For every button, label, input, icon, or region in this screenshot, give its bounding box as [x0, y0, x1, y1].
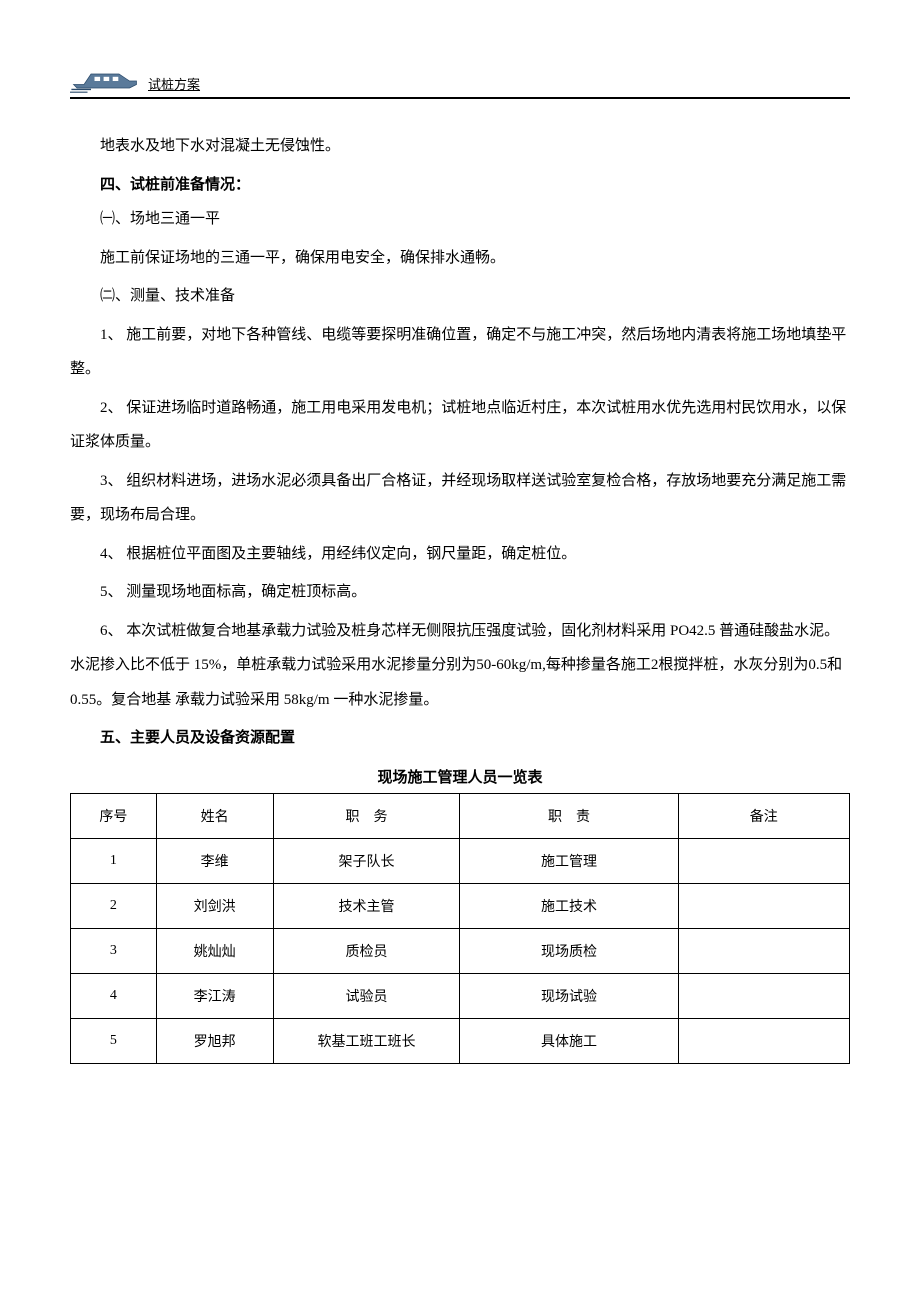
th-position: 职 务 — [273, 793, 460, 838]
cell-num: 2 — [71, 883, 157, 928]
table-row: 5 罗旭邦 软基工班工班长 具体施工 — [71, 1018, 850, 1063]
table-row: 1 李维 架子队长 施工管理 — [71, 838, 850, 883]
th-name: 姓名 — [156, 793, 273, 838]
cell-duty: 现场试验 — [460, 973, 678, 1018]
th-duty: 职 责 — [460, 793, 678, 838]
cell-num: 4 — [71, 973, 157, 1018]
cell-num: 5 — [71, 1018, 157, 1063]
header-title: 试桩方案 — [148, 74, 200, 95]
cell-position: 质检员 — [273, 928, 460, 973]
cell-position: 软基工班工班长 — [273, 1018, 460, 1063]
cell-position: 技术主管 — [273, 883, 460, 928]
cell-duty: 现场质检 — [460, 928, 678, 973]
cell-position: 试验员 — [273, 973, 460, 1018]
cell-note — [678, 973, 849, 1018]
cell-name: 罗旭邦 — [156, 1018, 273, 1063]
cell-name: 姚灿灿 — [156, 928, 273, 973]
th-num: 序号 — [71, 793, 157, 838]
personnel-table: 序号 姓名 职 务 职 责 备注 1 李维 架子队长 施工管理 2 刘剑洪 技术… — [70, 793, 850, 1064]
section-4-1-body: 施工前保证场地的三通一平，确保用电安全，确保排水通畅。 — [70, 241, 850, 276]
section-4-title: 四、试桩前准备情况： — [70, 168, 850, 203]
cell-num: 3 — [71, 928, 157, 973]
section-4-2-title: ㈡、测量、技术准备 — [70, 279, 850, 314]
cell-note — [678, 883, 849, 928]
train-logo — [70, 60, 140, 95]
table-header-row: 序号 姓名 职 务 职 责 备注 — [71, 793, 850, 838]
cell-name: 李江涛 — [156, 973, 273, 1018]
cell-num: 1 — [71, 838, 157, 883]
table-row: 3 姚灿灿 质检员 现场质检 — [71, 928, 850, 973]
cell-name: 刘剑洪 — [156, 883, 273, 928]
section-4-1-title: ㈠、场地三通一平 — [70, 202, 850, 237]
item-4: 4、 根据桩位平面图及主要轴线，用经纬仪定向，钢尺量距，确定桩位。 — [70, 537, 850, 572]
item-6: 6、 本次试桩做复合地基承载力试验及桩身芯样无侧限抗压强度试验，固化剂材料采用 … — [70, 614, 850, 718]
page-header: 试桩方案 — [70, 60, 850, 99]
table-row: 2 刘剑洪 技术主管 施工技术 — [71, 883, 850, 928]
table-row: 4 李江涛 试验员 现场试验 — [71, 973, 850, 1018]
section-5-title: 五、主要人员及设备资源配置 — [70, 721, 850, 756]
table-title: 现场施工管理人员一览表 — [70, 766, 850, 787]
item-5: 5、 测量现场地面标高，确定桩顶标高。 — [70, 575, 850, 610]
item-1: 1、 施工前要，对地下各种管线、电缆等要探明准确位置，确定不与施工冲突，然后场地… — [70, 318, 850, 387]
item-3: 3、 组织材料进场，进场水泥必须具备出厂合格证，并经现场取样送试验室复检合格，存… — [70, 464, 850, 533]
item-2: 2、 保证进场临时道路畅通，施工用电采用发电机；试桩地点临近村庄，本次试桩用水优… — [70, 391, 850, 460]
th-note: 备注 — [678, 793, 849, 838]
cell-note — [678, 928, 849, 973]
cell-note — [678, 838, 849, 883]
cell-name: 李维 — [156, 838, 273, 883]
cell-duty: 具体施工 — [460, 1018, 678, 1063]
cell-duty: 施工技术 — [460, 883, 678, 928]
para-intro: 地表水及地下水对混凝土无侵蚀性。 — [70, 129, 850, 164]
cell-note — [678, 1018, 849, 1063]
cell-duty: 施工管理 — [460, 838, 678, 883]
cell-position: 架子队长 — [273, 838, 460, 883]
